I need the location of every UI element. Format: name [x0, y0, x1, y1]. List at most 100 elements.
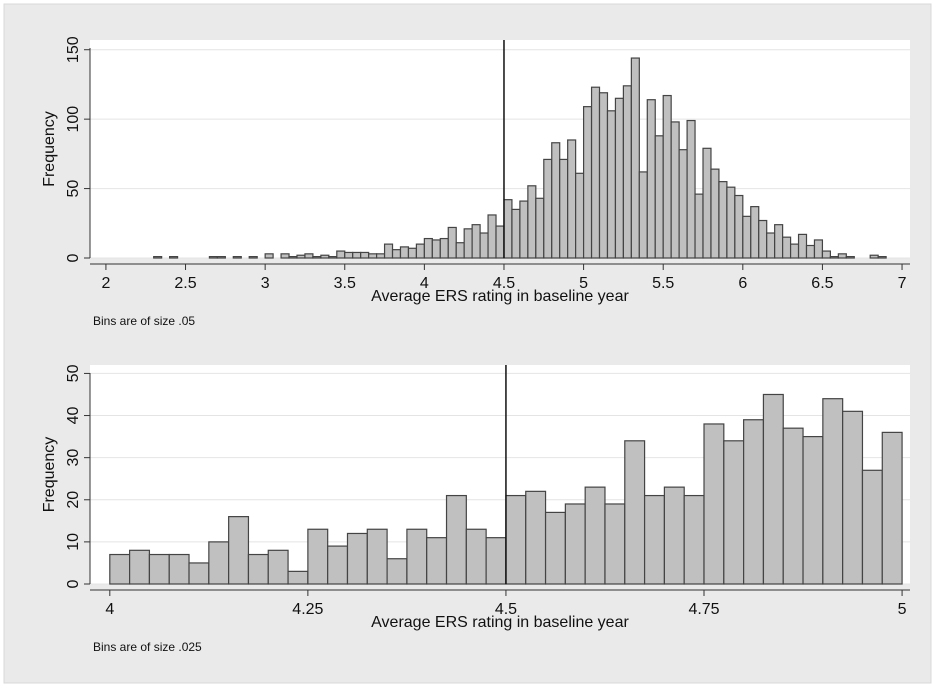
bar [129, 549, 151, 585]
bar [694, 193, 704, 259]
bar [643, 494, 665, 585]
bar [465, 528, 487, 585]
bar [575, 172, 585, 259]
bar [544, 511, 566, 585]
bar [366, 528, 388, 585]
bar [837, 253, 847, 259]
bar [869, 254, 879, 259]
x-axis-title: Average ERS rating in baseline year [371, 614, 629, 631]
x-tick-label: 7 [898, 275, 907, 292]
bar [606, 110, 617, 259]
bar [208, 256, 218, 259]
bar [328, 256, 338, 259]
bar [543, 158, 553, 259]
bar [216, 256, 226, 259]
y-tick-label: 40 [65, 407, 82, 425]
bar [391, 249, 402, 259]
bar [766, 232, 776, 259]
x-tick-label: 4.75 [688, 601, 719, 618]
bar [267, 549, 289, 585]
bar [822, 398, 844, 585]
y-tick-label: 0 [65, 253, 82, 262]
bar [426, 537, 448, 585]
bar [519, 200, 529, 259]
bar [287, 570, 309, 585]
bar [663, 486, 685, 585]
bar [638, 171, 648, 259]
x-tick-label: 6.5 [811, 275, 833, 292]
bar [336, 250, 346, 259]
y-axis-title: Frequency [41, 111, 58, 187]
x-tick-label: 2 [101, 275, 110, 292]
bar [228, 516, 250, 585]
bar [376, 253, 386, 259]
x-tick-label: 6 [738, 275, 747, 292]
bar [654, 135, 664, 259]
bar [842, 410, 864, 585]
y-tick-label: 30 [65, 449, 82, 467]
x-tick-label: 5 [579, 275, 588, 292]
bar [439, 237, 449, 259]
bar [232, 256, 242, 259]
bar [346, 532, 368, 585]
bar [296, 254, 306, 259]
y-tick-label: 150 [65, 36, 82, 63]
bar [564, 503, 586, 585]
bar [169, 256, 179, 259]
bar [861, 469, 883, 585]
bar [479, 232, 489, 259]
bar [109, 553, 131, 585]
bar [505, 494, 527, 585]
bar [723, 440, 745, 585]
bar [670, 121, 680, 259]
bar [813, 239, 824, 259]
bar [821, 250, 831, 259]
bar [683, 494, 705, 585]
bar [624, 440, 646, 585]
bar [758, 219, 768, 259]
x-tick-label: 4.5 [493, 275, 515, 292]
bar [789, 243, 800, 259]
bar [320, 254, 330, 259]
bar [881, 431, 903, 585]
bar [431, 239, 441, 259]
bar [829, 256, 839, 259]
bar [750, 206, 760, 259]
bar [485, 537, 507, 585]
bar [399, 246, 410, 259]
bar [463, 228, 473, 259]
bar [447, 226, 457, 259]
bar [797, 233, 808, 259]
bar [686, 119, 696, 259]
bar [782, 427, 804, 585]
y-tick-label: 20 [65, 491, 82, 509]
y-tick-label: 10 [65, 533, 82, 551]
bar [774, 224, 784, 259]
bar [247, 553, 269, 585]
x-tick-label: 3.5 [334, 275, 356, 292]
y-tick-label: 50 [65, 180, 82, 198]
bar [208, 541, 230, 585]
bar [368, 253, 378, 259]
bar [280, 253, 290, 259]
bar [415, 243, 425, 259]
bar [148, 553, 170, 585]
x-tick-label: 4 [420, 275, 429, 292]
bar [604, 503, 626, 585]
note: Bins are of size .05 [93, 314, 195, 328]
y-tick-label: 50 [65, 364, 82, 382]
bar [662, 94, 672, 259]
bar [503, 199, 513, 259]
bar [710, 168, 720, 259]
bar [845, 256, 855, 259]
bar [726, 186, 736, 259]
bar [352, 251, 362, 259]
bar [782, 236, 792, 259]
bar [762, 393, 784, 585]
x-tick-label: 2.5 [174, 275, 196, 292]
bar [525, 490, 547, 585]
bar [630, 57, 640, 259]
bar [386, 558, 408, 585]
bar [551, 142, 561, 259]
